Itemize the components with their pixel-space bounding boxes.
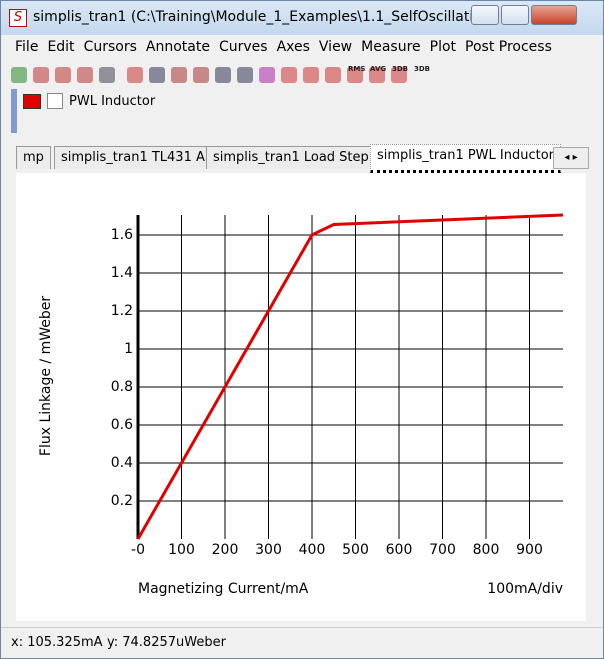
- x-tick-label: 100: [168, 542, 195, 558]
- toolbar-button[interactable]: [55, 67, 71, 83]
- toolbar-button[interactable]: [215, 67, 231, 83]
- y-tick-label: 1: [124, 341, 133, 357]
- toolbar-button[interactable]: [171, 67, 187, 83]
- toolbar-button[interactable]: [127, 67, 143, 83]
- toolbar-label: RMS: [348, 65, 366, 73]
- x-tick-label: 900: [516, 542, 543, 558]
- y-tick-label: 0.6: [111, 417, 133, 433]
- legend-swatch[interactable]: [23, 94, 41, 109]
- toolbar-button[interactable]: [11, 67, 27, 83]
- tab[interactable]: simplis_tran1 TL431 A: [54, 146, 212, 169]
- tab[interactable]: mp: [16, 146, 51, 169]
- x-tick-label: 800: [473, 542, 500, 558]
- toolbar-button[interactable]: [193, 67, 209, 83]
- annotation: 100mA/div: [487, 581, 563, 597]
- legend-checkbox[interactable]: [47, 93, 63, 109]
- menu-item[interactable]: Plot: [429, 39, 457, 55]
- y-tick-label: 0.4: [111, 455, 133, 471]
- y-tick-label: 0.8: [111, 379, 133, 395]
- toolbar-button[interactable]: [99, 67, 115, 83]
- menu-item[interactable]: Cursors: [83, 39, 137, 55]
- title-bar: S simplis_tran1 (C:\Training\Module_1_Ex…: [1, 1, 603, 35]
- toolbar-button[interactable]: [33, 67, 49, 83]
- y-tick-label: 1.2: [111, 303, 133, 319]
- toolbar-button[interactable]: [237, 67, 253, 83]
- y-tick-label: 1.4: [111, 265, 133, 281]
- tab[interactable]: simplis_tran1 PWL Inductor: [370, 144, 562, 173]
- status-x: x: 105.325mA: [11, 635, 103, 650]
- menu-item[interactable]: Post Process: [465, 39, 552, 55]
- minimize-button[interactable]: [471, 5, 499, 25]
- toolbar-button[interactable]: [259, 67, 275, 83]
- x-tick-label: 600: [386, 542, 413, 558]
- toolbar-button[interactable]: [303, 67, 319, 83]
- toolbar-label: AVG: [370, 65, 387, 73]
- series-line: [136, 213, 564, 540]
- menu-bar: File Edit Cursors Annotate Curves Axes View Mea…: [1, 39, 603, 61]
- tab-scroll[interactable]: ◂ ▸: [553, 147, 589, 169]
- window-title: simplis_tran1 (C:\Training\Module_1_Exam…: [33, 9, 496, 25]
- menu-item[interactable]: Annotate: [145, 39, 210, 55]
- y-tick-label: 1.6: [111, 227, 133, 243]
- status-bar: x: 105.325mA y: 74.8257uWeber: [1, 627, 603, 658]
- x-tick-label: 300: [255, 542, 282, 558]
- toolbar-button[interactable]: [77, 67, 93, 83]
- x-tick-label: 500: [342, 542, 369, 558]
- toolbar-button[interactable]: [347, 67, 363, 83]
- y-axis-label: Flux Linkage / mWeber: [38, 296, 54, 456]
- menu-item[interactable]: Curves: [218, 39, 268, 55]
- menu-item[interactable]: Edit: [47, 39, 75, 55]
- x-axis-label: Magnetizing Current/mA: [138, 581, 309, 597]
- toolbar-label: 3DB: [414, 65, 431, 73]
- x-tick-label: 200: [212, 542, 239, 558]
- x-tick-label: 700: [429, 542, 456, 558]
- plot-area: 0.2 0.4 0.6 0.8 1 1.2 1.4 1.6 -0 100 200 300 400 500 6…: [16, 173, 586, 621]
- legend: PWL Inductor: [11, 89, 603, 133]
- toolbar-button[interactable]: [149, 67, 165, 83]
- toolbar-label: 3DB: [392, 65, 409, 73]
- status-y: y: 74.8257uWeber: [107, 635, 226, 650]
- maximize-button[interactable]: [501, 5, 529, 25]
- x-tick-label: 400: [299, 542, 326, 558]
- toolbar-button[interactable]: [325, 67, 341, 83]
- app-icon: S: [9, 9, 27, 27]
- close-button[interactable]: [531, 5, 577, 25]
- menu-item[interactable]: View: [318, 39, 353, 55]
- chart: 0.2 0.4 0.6 0.8 1 1.2 1.4 1.6 -0 100 200 300 400 500 6…: [38, 213, 564, 597]
- legend-label: PWL Inductor: [69, 94, 156, 109]
- toolbar-button[interactable]: [281, 67, 297, 83]
- tab[interactable]: simplis_tran1 Load Step: [206, 146, 376, 169]
- x-tick-label: -0: [131, 542, 145, 558]
- toolbar-button[interactable]: [391, 67, 407, 83]
- toolbar-button[interactable]: [369, 67, 385, 83]
- y-tick-label: 0.2: [111, 493, 133, 509]
- menu-item[interactable]: File: [15, 39, 39, 55]
- menu-item[interactable]: Measure: [361, 39, 421, 55]
- menu-item[interactable]: Axes: [276, 39, 310, 55]
